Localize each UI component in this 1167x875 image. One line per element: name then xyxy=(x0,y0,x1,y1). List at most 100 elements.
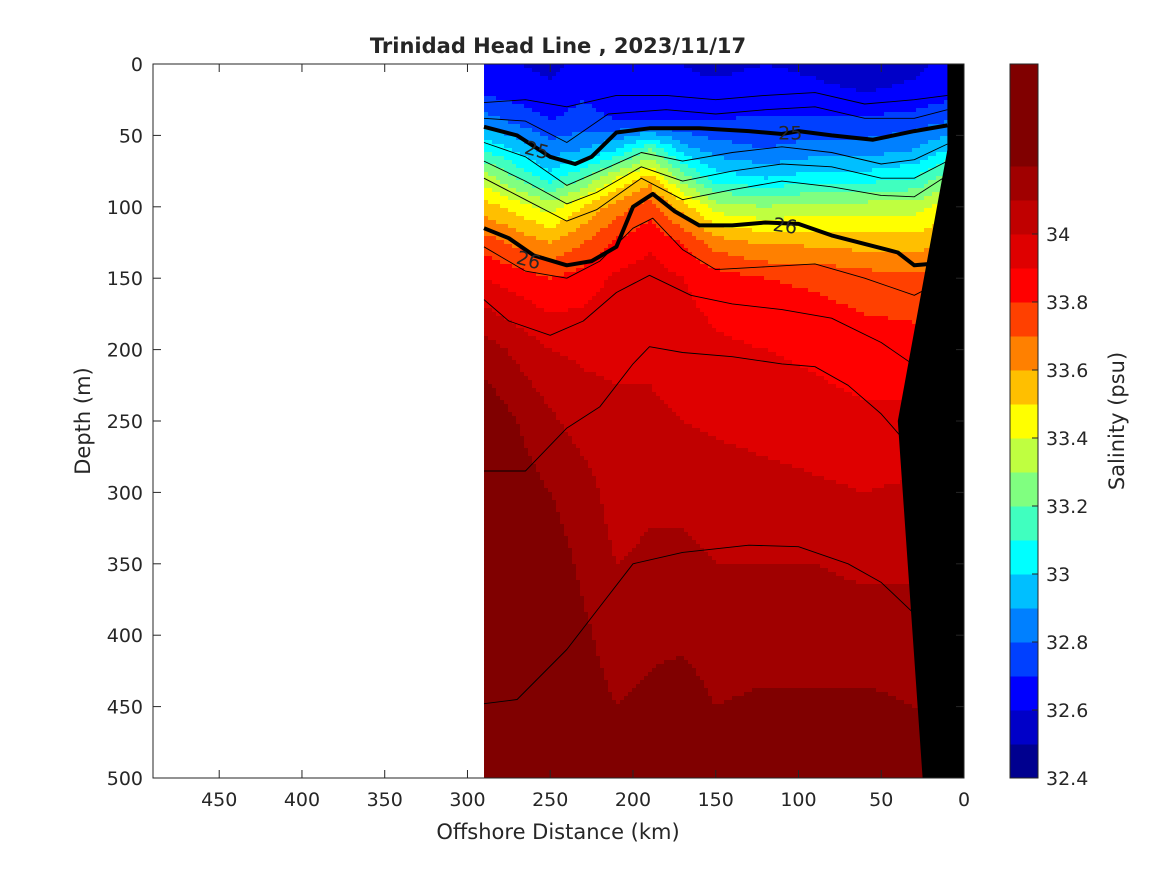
salinity-cell xyxy=(484,244,513,249)
salinity-cell xyxy=(488,336,537,341)
salinity-cell xyxy=(484,600,585,605)
salinity-cell xyxy=(484,688,609,693)
salinity-cell xyxy=(496,236,537,241)
salinity-cell xyxy=(800,72,921,77)
salinity-cell xyxy=(520,364,581,369)
salinity-cell xyxy=(772,64,929,69)
salinity-cell xyxy=(484,620,589,625)
salinity-cell xyxy=(484,316,505,321)
salinity-cell xyxy=(868,136,941,141)
salinity-cell xyxy=(624,556,713,561)
salinity-cell xyxy=(800,192,933,197)
salinity-cell xyxy=(884,152,937,157)
salinity-cell xyxy=(540,132,573,137)
salinity-cell xyxy=(688,184,705,189)
salinity-cell xyxy=(600,660,665,665)
salinity-cell xyxy=(684,420,949,425)
salinity-cell xyxy=(484,632,593,637)
colorbar-swatch xyxy=(1010,676,1038,711)
salinity-cell xyxy=(572,556,617,561)
salinity-cell xyxy=(516,324,713,329)
salinity-cell xyxy=(920,144,949,149)
salinity-cell xyxy=(680,168,697,173)
salinity-cell xyxy=(688,532,949,537)
salinity-cell xyxy=(712,188,909,193)
salinity-cell xyxy=(616,200,645,205)
salinity-cell xyxy=(696,188,713,193)
salinity-cell xyxy=(536,336,733,341)
salinity-cell xyxy=(636,260,661,265)
salinity-cell xyxy=(548,136,557,141)
salinity-cell xyxy=(524,180,549,185)
salinity-cell xyxy=(560,196,581,201)
salinity-cell xyxy=(688,284,793,289)
salinity-cell xyxy=(484,124,521,129)
salinity-cell xyxy=(548,276,553,281)
salinity-cell xyxy=(508,404,549,409)
salinity-cell xyxy=(600,488,857,493)
colorbar-frame xyxy=(1009,63,1039,779)
salinity-cell xyxy=(708,692,745,697)
salinity-cell xyxy=(556,72,701,77)
salinity-cell xyxy=(484,240,505,245)
salinity-cell xyxy=(524,104,577,109)
salinity-cell xyxy=(780,160,921,165)
y-tick-label: 200 xyxy=(107,340,143,362)
salinity-cell xyxy=(508,348,553,353)
salinity-cell xyxy=(548,240,553,245)
salinity-cell xyxy=(556,412,677,417)
salinity-cell xyxy=(676,156,693,161)
colorbar-tick-label: 33 xyxy=(1046,564,1070,586)
salinity-cell xyxy=(632,148,649,153)
salinity-cell xyxy=(484,616,589,621)
salinity-cell xyxy=(628,692,709,697)
salinity-cell xyxy=(592,628,949,633)
salinity-cell xyxy=(564,532,609,537)
salinity-cell xyxy=(516,164,541,169)
salinity-cell xyxy=(536,304,585,309)
salinity-cell xyxy=(576,564,821,569)
salinity-cell xyxy=(608,276,685,281)
density-contour xyxy=(483,544,923,705)
salinity-cell xyxy=(616,700,621,705)
salinity-cell xyxy=(484,204,501,209)
salinity-cell xyxy=(596,648,949,653)
salinity-cell xyxy=(580,168,601,173)
salinity-cell xyxy=(704,548,949,553)
salinity-cell xyxy=(612,240,681,245)
salinity-cell xyxy=(484,376,529,381)
salinity-cell xyxy=(692,232,713,237)
salinity-cell xyxy=(552,168,581,173)
salinity-cell xyxy=(580,188,597,193)
y-tick-label: 150 xyxy=(107,268,143,290)
salinity-cell xyxy=(568,192,589,197)
salinity-cell xyxy=(676,148,701,153)
salinity-cell xyxy=(708,176,765,181)
salinity-cell xyxy=(548,76,553,81)
salinity-cell xyxy=(648,252,653,257)
salinity-cell xyxy=(560,236,593,241)
colorbar-swatch xyxy=(1010,132,1038,167)
salinity-cell xyxy=(564,272,613,277)
salinity-cell xyxy=(484,176,497,181)
salinity-cell xyxy=(484,708,921,713)
salinity-cell xyxy=(484,420,517,425)
salinity-cell xyxy=(540,164,561,169)
salinity-cell xyxy=(484,344,501,349)
colorbar-swatch xyxy=(1010,438,1038,473)
salinity-cell xyxy=(716,436,949,441)
salinity-cell xyxy=(532,128,621,133)
salinity-cell xyxy=(656,152,669,157)
salinity-cell xyxy=(644,676,701,681)
salinity-cell xyxy=(484,96,497,101)
salinity-cell xyxy=(584,596,949,601)
salinity-cell xyxy=(852,392,949,397)
salinity-cell xyxy=(516,136,549,141)
salinity-cell xyxy=(484,404,509,409)
salinity-cell xyxy=(752,228,925,233)
salinity-cell xyxy=(524,444,577,449)
salinity-cell xyxy=(532,456,585,461)
salinity-cell xyxy=(916,108,949,113)
salinity-cell xyxy=(660,164,673,169)
salinity-cell xyxy=(484,756,949,761)
